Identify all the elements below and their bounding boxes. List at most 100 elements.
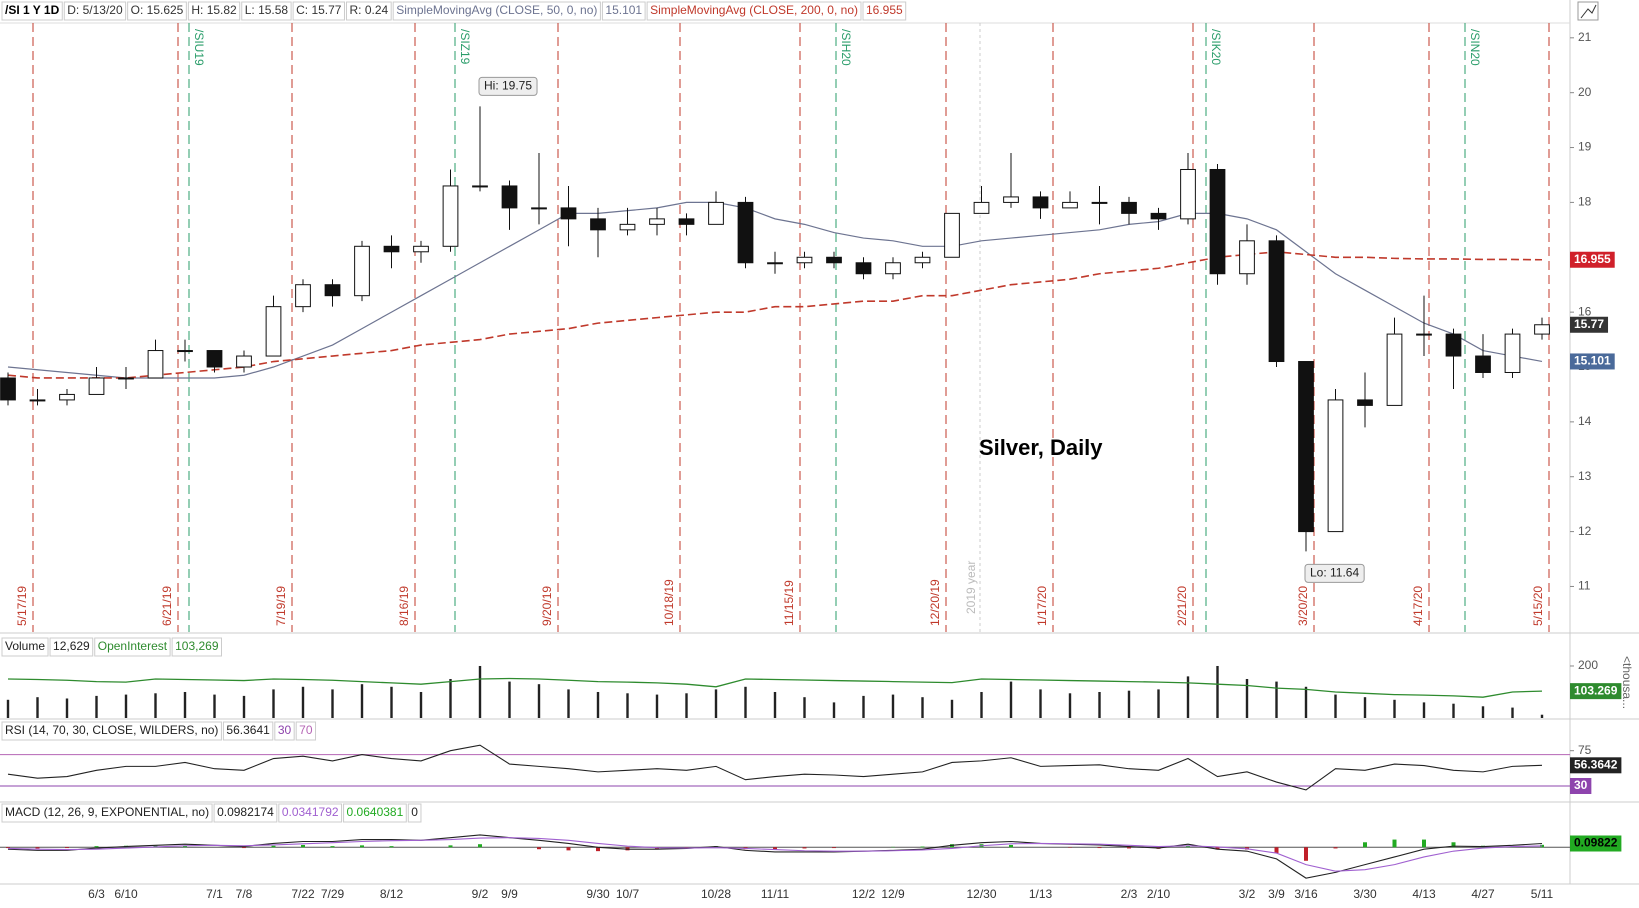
candle-body xyxy=(383,245,400,253)
candle-body xyxy=(590,218,606,231)
volume-bar xyxy=(832,702,836,718)
candle-body xyxy=(1416,333,1432,336)
contract-label: /SIN20 xyxy=(1468,29,1482,66)
volume-bar xyxy=(537,684,541,718)
header-box xyxy=(1,637,49,657)
histogram-bar xyxy=(1333,847,1338,849)
x-tick-label: 10/7 xyxy=(616,887,640,901)
volume-bar xyxy=(1481,706,1485,718)
header-item: /SI 1 Y 1D xyxy=(5,3,60,17)
volume-bar xyxy=(419,691,423,718)
series-line xyxy=(7,677,1543,698)
volume-bar xyxy=(95,695,98,718)
histogram-bar xyxy=(301,844,305,848)
expiration-label: 4/17/20 xyxy=(1411,586,1425,626)
axis-tag: 15.101 xyxy=(1574,354,1611,368)
histogram-bar xyxy=(6,847,10,849)
volume-bar xyxy=(183,691,187,718)
y-tick-label: 21 xyxy=(1578,30,1592,44)
histogram-bar xyxy=(360,845,364,848)
axis-tag-box xyxy=(1570,777,1592,794)
axis-tag-box xyxy=(1570,251,1615,268)
volume-bar xyxy=(390,686,393,718)
header-item: SimpleMovingAvg (CLOSE, 200, 0, no) xyxy=(650,3,858,17)
volume-bar xyxy=(803,697,806,718)
volume-bar xyxy=(449,678,452,718)
expiration-label: 9/20/19 xyxy=(540,586,554,626)
x-tick-label: 7/1 xyxy=(206,887,223,901)
candle-body xyxy=(1534,324,1550,335)
x-tick-label: 3/2 xyxy=(1239,887,1256,901)
y-tick-label: 18 xyxy=(1578,195,1592,209)
year-label: 2019 year xyxy=(964,561,978,614)
volume-bar xyxy=(65,698,69,718)
candle-body xyxy=(177,350,193,353)
axis-tag-box xyxy=(1570,835,1622,852)
histogram-bar xyxy=(1363,842,1367,848)
header-item: 16.955 xyxy=(866,3,903,17)
expiration-label: 3/20/20 xyxy=(1296,586,1310,626)
candle-body xyxy=(1386,333,1403,406)
histogram-bar xyxy=(448,845,453,848)
x-tick-label: 6/3 xyxy=(88,887,105,901)
expiration-label: 11/15/19 xyxy=(782,580,796,626)
histogram-bar xyxy=(65,847,69,849)
volume-bar xyxy=(154,693,157,718)
histogram-bar xyxy=(596,847,600,852)
unit-label: <thousa... xyxy=(1620,656,1634,709)
header-item: 56.3641 xyxy=(226,723,270,737)
header-box xyxy=(171,637,222,657)
y-tick-label: 11 xyxy=(1578,579,1591,593)
x-tick-label: 9/30 xyxy=(586,887,610,901)
x-tick-label: 9/9 xyxy=(501,887,518,901)
candle-body xyxy=(1003,196,1019,203)
axis-tag-box xyxy=(1570,316,1609,333)
header-box xyxy=(187,1,241,21)
candle-body xyxy=(413,245,429,253)
candle-body xyxy=(826,256,842,264)
x-tick-label: 7/22 xyxy=(291,887,315,901)
axis-tag-box xyxy=(1570,683,1622,700)
candle-body xyxy=(442,185,459,247)
axis-tag: 103.269 xyxy=(1574,683,1618,697)
x-tick-label: 9/2 xyxy=(472,887,489,901)
annotation: Hi: 19.75 xyxy=(484,79,532,93)
contract-label: /SIZ19 xyxy=(458,29,472,65)
volume-bar xyxy=(1540,714,1544,718)
header-box xyxy=(1,803,213,823)
header-box xyxy=(295,721,317,741)
histogram-bar xyxy=(773,847,777,850)
volume-bar xyxy=(478,665,482,718)
expiration-label: 6/21/19 xyxy=(160,586,174,626)
axis-tag: 56.3642 xyxy=(1574,757,1618,771)
y-tick-label: 19 xyxy=(1578,140,1592,154)
candle-body xyxy=(1091,201,1108,204)
volume-bar xyxy=(1127,690,1131,718)
header-item: MACD (12, 26, 9, EXPONENTIAL, no) xyxy=(5,805,209,819)
candle-body xyxy=(265,306,282,357)
x-tick-label: 12/2 xyxy=(852,887,876,901)
volume-bar xyxy=(124,694,128,718)
histogram-bar xyxy=(1215,847,1220,850)
volume-bar xyxy=(950,699,954,718)
histogram-bar xyxy=(566,847,571,851)
drawing-tool-icon[interactable] xyxy=(1577,1,1599,21)
y-tick-label: 20 xyxy=(1578,85,1592,99)
header-box xyxy=(407,803,422,823)
volume-bar xyxy=(980,691,983,718)
histogram-bar xyxy=(330,846,335,848)
volume-bar xyxy=(1009,681,1013,718)
series-line xyxy=(7,834,1543,879)
header-item: O: 15.625 xyxy=(131,3,184,17)
volume-bar xyxy=(1452,703,1455,718)
expiration-label: 5/15/20 xyxy=(1531,586,1545,626)
axis-tag: 30 xyxy=(1574,778,1588,792)
candle-body xyxy=(1180,168,1196,220)
x-tick-label: 4/27 xyxy=(1471,887,1495,901)
header-item: L: 15.58 xyxy=(245,3,289,17)
header-item: 15.101 xyxy=(605,3,642,17)
x-tick-label: 12/30 xyxy=(966,887,996,901)
candle-body xyxy=(944,212,960,258)
